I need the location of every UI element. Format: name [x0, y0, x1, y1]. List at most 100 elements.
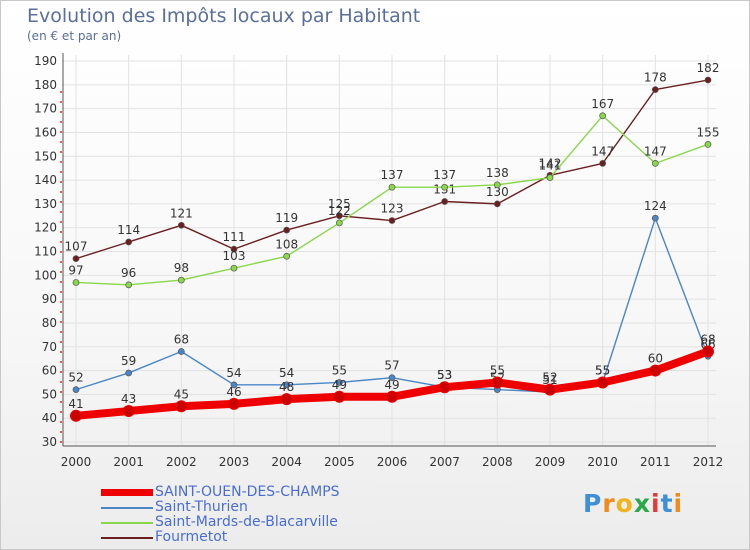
x-tick-label-2004: 2004 [271, 455, 302, 469]
data-label-fourmetot-2008: 130 [486, 185, 509, 199]
point-saint-mards-de-blacarville-2007 [441, 183, 449, 191]
data-label-fourmetot-2000: 107 [65, 240, 88, 254]
point-saint-ouen-des-champs-2005 [333, 390, 346, 403]
point-saint-ouen-des-champs-2012 [702, 345, 714, 358]
data-label-saint-mards-de-blacarville-2012: 155 [697, 125, 720, 139]
y-tick-label-60: 60 [42, 364, 57, 378]
point-saint-thurien-2000 [72, 386, 80, 393]
data-label-saint-ouen-des-champs-2004: 48 [279, 380, 294, 394]
y-tick-label-70: 70 [42, 340, 57, 354]
point-saint-ouen-des-champs-2002 [175, 400, 188, 413]
x-tick-label-2002: 2002 [166, 455, 197, 469]
data-label-saint-mards-de-blacarville-2011: 147 [644, 144, 667, 158]
y-tick-label-170: 170 [34, 102, 57, 116]
x-tick-label-2005: 2005 [324, 455, 355, 469]
data-label-saint-ouen-des-champs-2001: 43 [121, 392, 136, 406]
point-fourmetot-2003 [230, 245, 238, 253]
data-label-saint-thurien-2003: 54 [226, 366, 241, 380]
y-tick-label-180: 180 [34, 78, 57, 92]
y-tick-label-150: 150 [34, 149, 57, 163]
point-saint-thurien-2001 [125, 369, 133, 377]
point-saint-mards-de-blacarville-2006 [388, 183, 396, 191]
point-fourmetot-2002 [177, 221, 185, 229]
point-saint-mards-de-blacarville-2004 [283, 252, 291, 260]
x-tick-label-2006: 2006 [377, 455, 408, 469]
data-label-saint-thurien-2007: 53 [437, 368, 452, 382]
data-label-saint-ouen-des-champs-2011: 60 [648, 352, 663, 366]
y-tick-label-190: 190 [34, 54, 57, 68]
point-fourmetot-2010 [599, 160, 607, 167]
logo-letter: t [660, 489, 674, 518]
point-fourmetot-2006 [388, 217, 396, 224]
data-label-saint-thurien-2010: 55 [595, 363, 610, 377]
point-fourmetot-2000 [72, 255, 80, 262]
data-label-saint-ouen-des-champs-2010: 55 [595, 363, 610, 377]
point-saint-mards-de-blacarville-2010 [599, 112, 607, 120]
x-tick-label-2010: 2010 [587, 455, 618, 469]
y-tick-label-120: 120 [34, 221, 57, 235]
point-saint-mards-de-blacarville-2001 [125, 281, 133, 289]
logo-letter: x [633, 489, 651, 518]
data-label-saint-mards-de-blacarville-2004: 108 [275, 237, 298, 251]
legend-swatch-saint-thurien [101, 507, 153, 509]
data-label-saint-mards-de-blacarville-2002: 98 [174, 261, 189, 275]
data-label-saint-thurien-2000: 52 [68, 371, 83, 385]
data-label-saint-ouen-des-champs-2003: 46 [226, 385, 241, 399]
y-tick-label-80: 80 [42, 316, 57, 330]
x-tick-label-2003: 2003 [219, 455, 250, 469]
point-fourmetot-2004 [283, 226, 291, 234]
point-saint-mards-de-blacarville-2011 [651, 160, 659, 167]
point-saint-ouen-des-champs-2007 [438, 381, 451, 394]
x-tick-label-2009: 2009 [535, 455, 566, 469]
data-label-saint-mards-de-blacarville-2008: 138 [486, 166, 509, 180]
data-label-saint-mards-de-blacarville-2007: 137 [433, 168, 456, 182]
data-label-fourmetot-2003: 111 [223, 230, 246, 244]
legend-swatch-saint-mards [101, 522, 153, 524]
legend-swatch-fourmetot [101, 537, 153, 539]
data-label-saint-ouen-des-champs-2006: 49 [384, 378, 399, 392]
point-saint-mards-de-blacarville-2003 [230, 264, 238, 272]
data-label-saint-mards-de-blacarville-2009: 141 [539, 159, 562, 173]
data-label-fourmetot-2011: 178 [644, 71, 667, 85]
data-label-saint-mards-de-blacarville-2001: 96 [121, 266, 136, 280]
point-saint-ouen-des-champs-2001 [122, 405, 135, 418]
point-fourmetot-2005 [335, 212, 343, 220]
chart-subtitle: (en € et par an) [27, 29, 122, 43]
logo-letter: i [651, 489, 661, 518]
y-tick-label-160: 160 [34, 125, 57, 139]
x-tick-label-2012: 2012 [693, 455, 724, 469]
point-saint-thurien-2005 [335, 379, 343, 386]
point-fourmetot-2007 [441, 198, 449, 205]
point-fourmetot-2012 [704, 76, 712, 84]
legend-label-saint-thurien: Saint-Thurien [155, 499, 248, 515]
data-label-fourmetot-2012: 182 [697, 61, 720, 75]
legend-swatch-saint-ouen [101, 489, 153, 496]
point-saint-thurien-2004 [283, 381, 291, 389]
x-tick-label-2000: 2000 [61, 455, 92, 469]
logo-letter: r [602, 489, 616, 518]
data-label-saint-ouen-des-champs-2012: 68 [700, 333, 715, 347]
point-saint-ouen-des-champs-2011 [649, 364, 662, 377]
y-tick-label-40: 40 [42, 411, 57, 425]
y-tick-label-50: 50 [42, 387, 57, 401]
point-saint-ouen-des-champs-2000 [70, 409, 82, 422]
data-label-saint-mards-de-blacarville-2005: 122 [328, 204, 351, 218]
point-saint-thurien-2006 [388, 374, 396, 382]
data-label-saint-thurien-2001: 59 [121, 354, 136, 368]
point-saint-mards-de-blacarville-2012 [704, 140, 712, 148]
point-fourmetot-2008 [493, 200, 501, 208]
legend-label-saint-mards: Saint-Mards-de-Blacarville [155, 514, 338, 530]
point-fourmetot-2011 [651, 86, 659, 93]
point-saint-mards-de-blacarville-2002 [177, 276, 185, 284]
logo-letter: i [673, 489, 684, 518]
point-saint-ouen-des-champs-2008 [491, 376, 504, 389]
point-saint-mards-de-blacarville-2009 [546, 174, 554, 182]
data-label-fourmetot-2006: 123 [381, 202, 404, 216]
point-saint-ouen-des-champs-2010 [596, 376, 609, 389]
data-label-fourmetot-2004: 119 [275, 211, 298, 225]
data-label-saint-ouen-des-champs-2002: 45 [174, 387, 189, 401]
point-saint-mards-de-blacarville-2000 [72, 279, 80, 286]
legend-label-fourmetot: Fourmetot [155, 529, 228, 545]
y-tick-label-130: 130 [34, 197, 57, 211]
